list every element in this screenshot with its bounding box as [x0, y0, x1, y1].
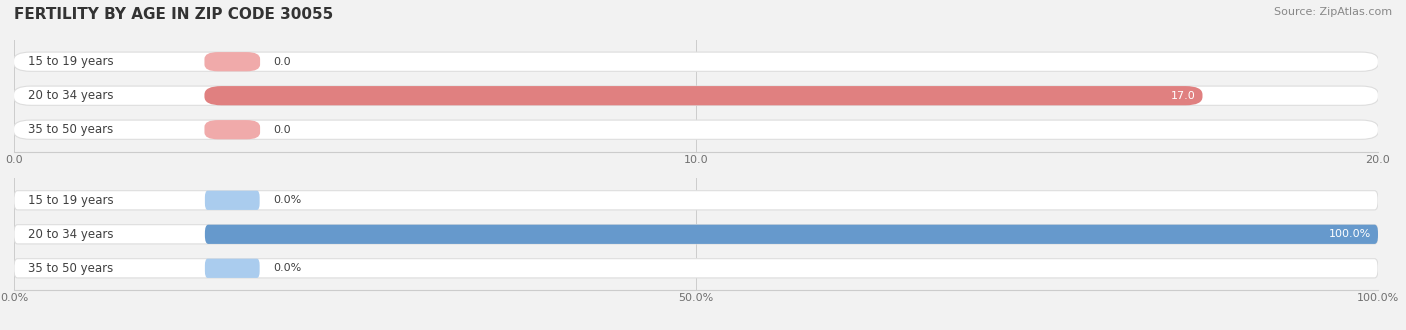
- Text: 15 to 19 years: 15 to 19 years: [28, 55, 114, 68]
- Text: 15 to 19 years: 15 to 19 years: [28, 194, 114, 207]
- Text: 20 to 34 years: 20 to 34 years: [28, 228, 114, 241]
- FancyBboxPatch shape: [14, 191, 1378, 210]
- Text: 0.0%: 0.0%: [273, 263, 301, 273]
- Text: 35 to 50 years: 35 to 50 years: [28, 123, 112, 136]
- Text: 100.0%: 100.0%: [1329, 229, 1371, 239]
- FancyBboxPatch shape: [14, 225, 1378, 244]
- Text: 0.0%: 0.0%: [273, 195, 301, 205]
- Text: 35 to 50 years: 35 to 50 years: [28, 262, 112, 275]
- Text: 17.0: 17.0: [1170, 91, 1195, 101]
- Text: 0.0: 0.0: [273, 125, 291, 135]
- Text: Source: ZipAtlas.com: Source: ZipAtlas.com: [1274, 7, 1392, 16]
- FancyBboxPatch shape: [14, 52, 1378, 71]
- Text: 20 to 34 years: 20 to 34 years: [28, 89, 114, 102]
- FancyBboxPatch shape: [14, 259, 1378, 278]
- FancyBboxPatch shape: [205, 191, 260, 210]
- FancyBboxPatch shape: [204, 52, 260, 71]
- FancyBboxPatch shape: [205, 225, 1378, 244]
- Text: FERTILITY BY AGE IN ZIP CODE 30055: FERTILITY BY AGE IN ZIP CODE 30055: [14, 7, 333, 21]
- FancyBboxPatch shape: [205, 259, 260, 278]
- FancyBboxPatch shape: [14, 120, 1378, 139]
- FancyBboxPatch shape: [14, 86, 1378, 105]
- FancyBboxPatch shape: [204, 120, 260, 139]
- Text: 0.0: 0.0: [273, 57, 291, 67]
- FancyBboxPatch shape: [204, 86, 1202, 105]
